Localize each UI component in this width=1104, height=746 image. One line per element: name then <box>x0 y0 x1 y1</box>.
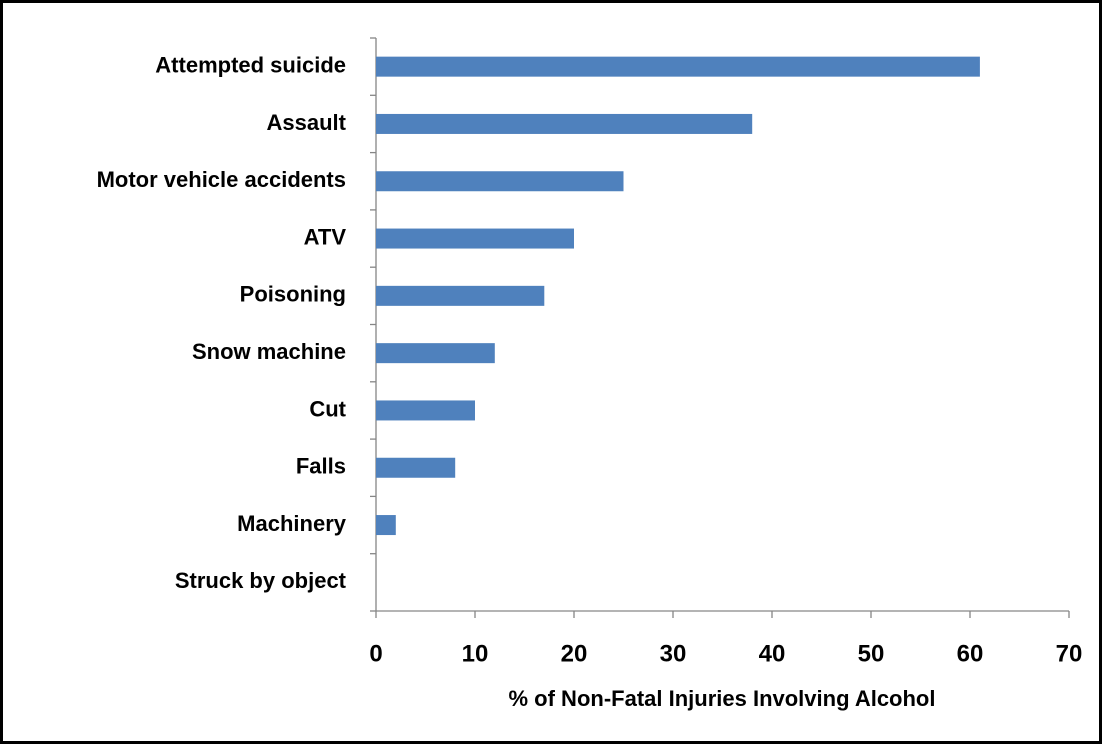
x-axis-label: % of Non-Fatal Injuries Involving Alcoho… <box>509 686 936 711</box>
bar <box>376 515 396 536</box>
bar <box>376 228 574 249</box>
x-tick-label: 60 <box>957 640 984 667</box>
y-tick-label: Snow machine <box>192 339 346 364</box>
bar <box>376 113 753 134</box>
y-tick-label: Motor vehicle accidents <box>97 167 346 192</box>
bar <box>376 343 495 364</box>
bar <box>376 56 980 77</box>
x-tick-label: 40 <box>759 640 786 667</box>
x-tick-label: 0 <box>369 640 382 667</box>
y-tick-label: Attempted suicide <box>155 52 346 77</box>
y-tick-label: ATV <box>304 224 347 249</box>
bar <box>376 400 475 421</box>
y-tick-label: Cut <box>309 396 346 421</box>
bar <box>376 457 456 478</box>
x-tick-label: 20 <box>561 640 588 667</box>
bar <box>376 285 545 306</box>
y-tick-label: Struck by object <box>175 568 347 593</box>
x-tick-label: 10 <box>462 640 489 667</box>
y-tick-label: Machinery <box>237 511 347 536</box>
bar <box>376 171 624 192</box>
x-tick-label: 30 <box>660 640 687 667</box>
y-tick-label: Assault <box>267 110 347 135</box>
x-tick-label: 50 <box>858 640 885 667</box>
y-tick-label: Falls <box>296 454 346 479</box>
y-tick-label: Poisoning <box>240 282 346 307</box>
x-tick-label: 70 <box>1056 640 1083 667</box>
